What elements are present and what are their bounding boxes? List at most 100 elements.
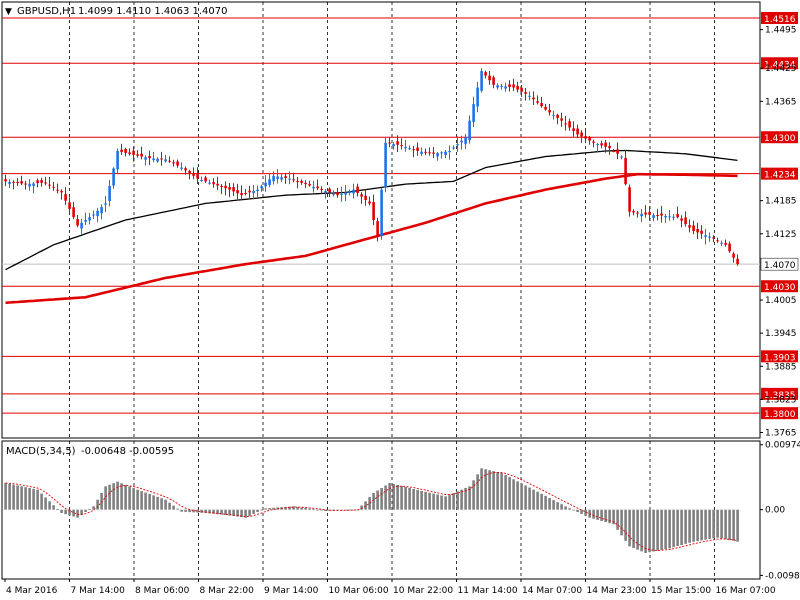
macd-bar [60, 509, 63, 513]
time-label: 9 Mar 14:00 [264, 586, 319, 596]
macd-bar [660, 509, 663, 550]
candle-body [268, 179, 271, 186]
macd-bar [656, 509, 659, 551]
macd-bar [64, 509, 67, 515]
macd-bar [600, 509, 603, 521]
candle [216, 176, 219, 191]
candle-body [312, 186, 315, 189]
macd-bar [400, 486, 403, 510]
candle [24, 180, 27, 190]
macd-bar [136, 489, 139, 510]
candle-body [628, 187, 631, 212]
candle-body [28, 183, 31, 187]
macd-bar [148, 493, 151, 510]
macd-bar [4, 483, 7, 510]
candle [312, 180, 315, 193]
candle-body [168, 160, 171, 162]
candle [680, 215, 683, 228]
macd-bar [724, 509, 727, 540]
candle [464, 134, 467, 150]
candle-body [688, 225, 691, 228]
candle-body [276, 176, 279, 180]
candle [484, 70, 487, 79]
candle [12, 180, 15, 190]
candle [732, 251, 735, 263]
candle-body [32, 183, 35, 186]
candle-body [464, 137, 467, 144]
macd-tick-label: 0.00974 [765, 441, 800, 451]
macd-bar [624, 509, 627, 541]
candle [276, 169, 279, 184]
macd-bar [616, 509, 619, 530]
price-tick-label: 1.4125 [765, 230, 797, 240]
candle-body [112, 168, 115, 186]
macd-bar [168, 502, 171, 510]
candle-body [236, 190, 239, 194]
candle [144, 155, 147, 166]
chart-collapse-icon[interactable]: ▼ [5, 7, 12, 17]
candle-body [320, 188, 323, 190]
macd-bar [592, 509, 595, 519]
price-tick-label: 1.3885 [765, 362, 797, 372]
candle-body [232, 187, 235, 192]
candle [92, 210, 95, 220]
candles [4, 68, 739, 266]
macd-bar [260, 509, 263, 511]
macd-bar [160, 498, 163, 510]
candle-body [88, 217, 91, 221]
candle [220, 184, 223, 194]
candle-body [44, 182, 47, 184]
macd-bar [712, 509, 715, 539]
macd-bar [392, 484, 395, 510]
candle [188, 169, 191, 180]
macd-bar [736, 509, 739, 542]
candle [496, 83, 499, 90]
candle [728, 241, 731, 253]
level-label: 1.3835 [764, 391, 796, 401]
candle-body [72, 207, 75, 218]
candle-body [680, 218, 683, 221]
candle [20, 175, 23, 186]
macd-bar [192, 509, 195, 513]
candle-body [616, 149, 619, 154]
candle [648, 206, 651, 221]
candle-body [288, 178, 291, 180]
macd-bar [284, 506, 287, 510]
candle-body [316, 186, 319, 189]
candle [152, 151, 155, 163]
macd-bar [648, 509, 651, 553]
candle-body [736, 258, 739, 265]
candle-body [296, 181, 299, 183]
candle [736, 254, 739, 266]
price-panel[interactable] [1, 1, 761, 439]
candle-body [356, 186, 359, 194]
candle-body [48, 184, 51, 186]
candle-body [384, 142, 387, 188]
candle-body [716, 240, 719, 242]
candle-body [188, 170, 191, 174]
level-tag [761, 167, 798, 180]
macd-bar [556, 502, 559, 510]
macd-bar [72, 509, 75, 517]
macd-bar [232, 509, 235, 517]
candle-body [504, 86, 507, 89]
price-tick-label: 1.4495 [765, 26, 797, 36]
candle [376, 217, 379, 242]
candle [264, 175, 267, 192]
macd-bar [424, 491, 427, 510]
candle [304, 180, 307, 188]
candle [552, 110, 555, 120]
candle-body [708, 236, 711, 238]
candle-body [500, 85, 503, 87]
macd-values: -0.00648 -0.00595 [81, 446, 174, 457]
candle-body [424, 151, 427, 153]
candle-body [348, 191, 351, 193]
candle [700, 225, 703, 239]
macd-bar [20, 486, 23, 510]
candle [324, 189, 327, 199]
candle-body [116, 151, 119, 170]
candle [68, 197, 71, 213]
level-label: 1.4434 [764, 60, 796, 70]
macd-bar [664, 509, 667, 550]
